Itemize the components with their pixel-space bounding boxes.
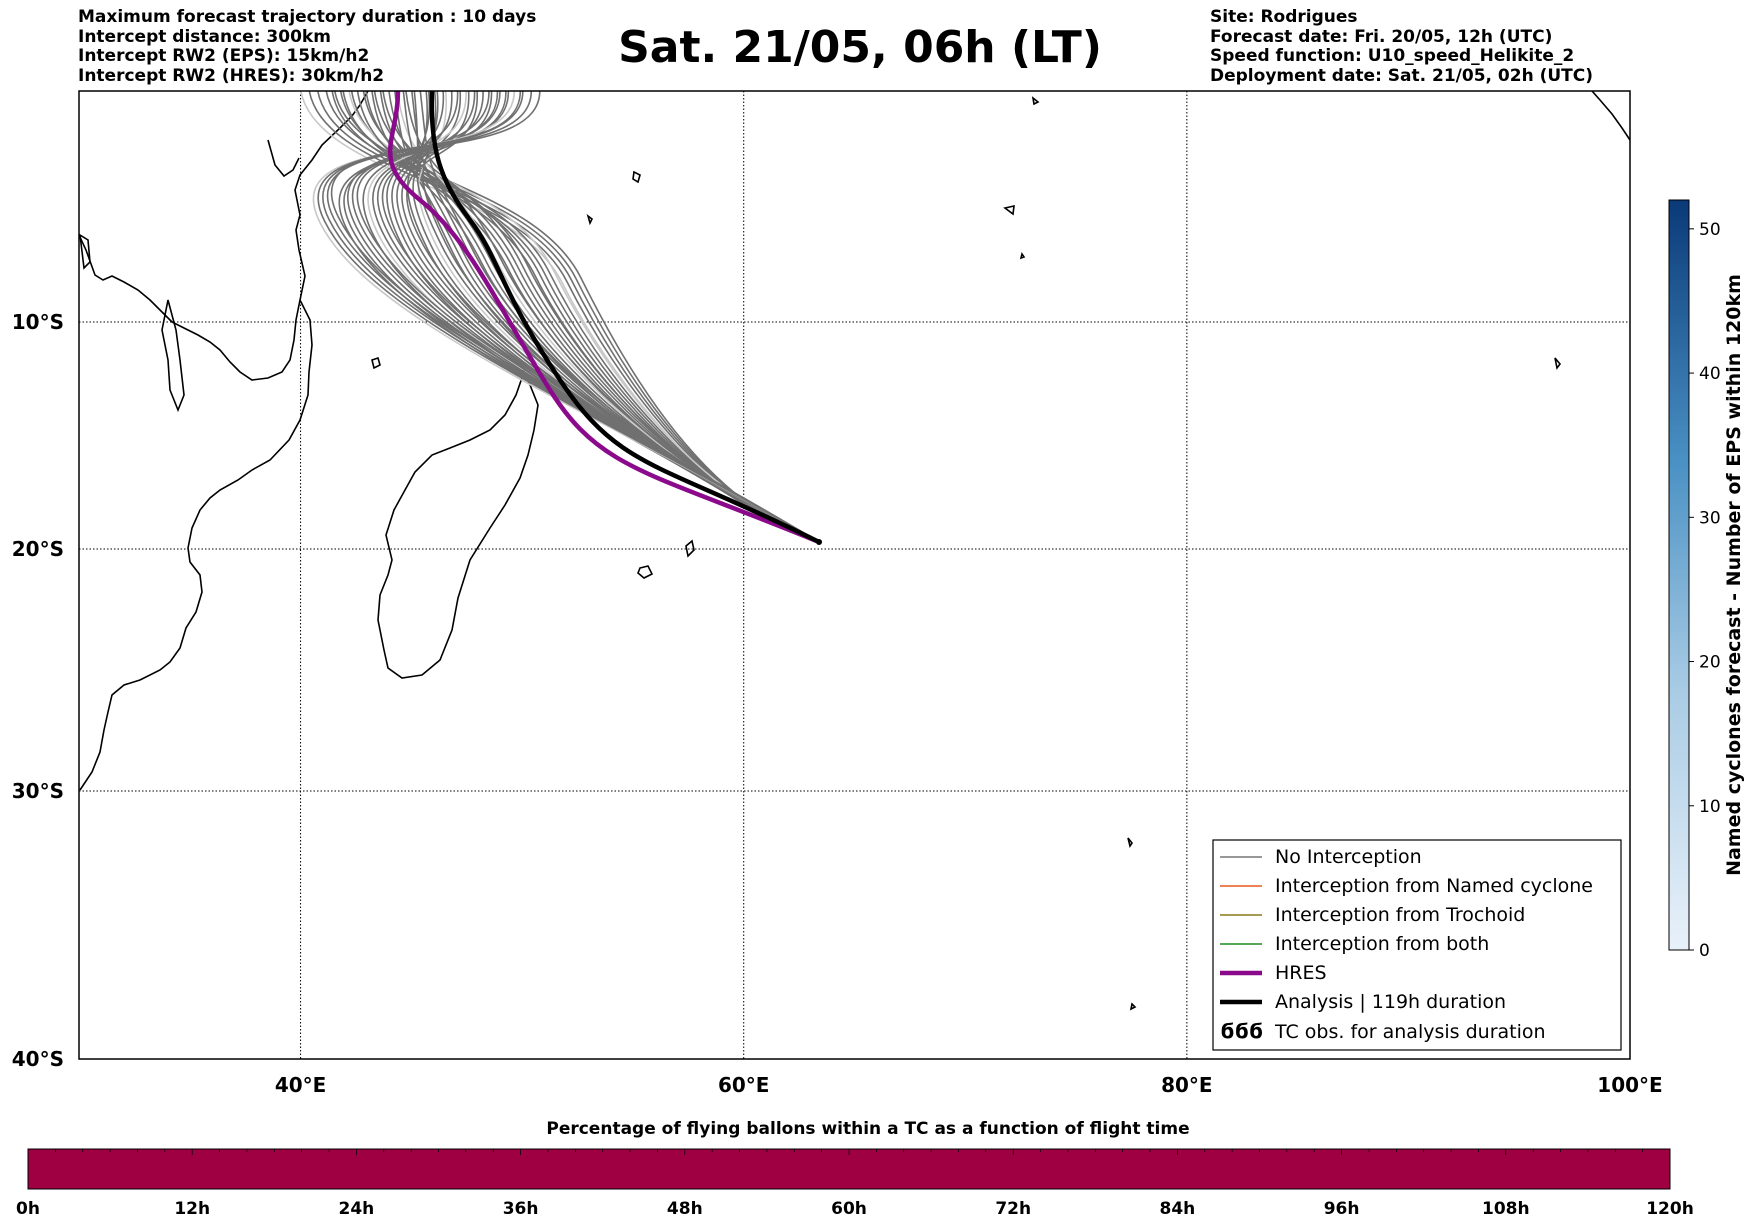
legend-item: Interception from both (1220, 933, 1489, 955)
mauritius-island (685, 539, 695, 558)
colorbar-tick-label: 0 (1699, 941, 1710, 961)
colorbar-label: Named cyclones forecast - Number of EPS … (1723, 274, 1745, 876)
lat-tick-label: 30°S (12, 779, 64, 803)
legend-label: Interception from both (1275, 933, 1489, 955)
header-left-info: Maximum forecast trajectory duration : 1… (78, 7, 537, 86)
flight-time-tick-label: 12h (174, 1199, 210, 1219)
graticule (79, 91, 1630, 1059)
colorbar-right: 0 10 20 30 40 50 Named cyclones forecast - Nu… (1668, 199, 1745, 961)
flight-time-tick-label: 96h (1324, 1199, 1360, 1219)
eps-trajectory (317, 91, 820, 543)
header-line: Site: Rodrigues (1210, 7, 1358, 27)
lake-coast (79, 233, 91, 270)
header-line: Intercept distance: 300km (78, 26, 331, 47)
colorbar-gradient (1668, 199, 1690, 951)
legend-item: No Interception (1220, 846, 1422, 868)
legend-item: HRES (1220, 962, 1327, 984)
island (1003, 204, 1026, 260)
legend: No Interception Interception from Named … (1212, 839, 1622, 1051)
colorbar-tick-label: 20 (1699, 653, 1721, 673)
comoros-island (371, 356, 381, 370)
flight-time-tick-label: 24h (339, 1199, 375, 1219)
lon-tick-label: 100°E (1597, 1073, 1662, 1097)
flight-time-tick-label: 48h (667, 1199, 703, 1219)
release-point-marker (816, 539, 823, 546)
legend-label: HRES (1275, 962, 1327, 984)
header-line: Forecast date: Fri. 20/05, 12h (UTC) (1210, 26, 1553, 47)
eps-trajectory (330, 91, 820, 543)
legend-label: Analysis | 119h duration (1275, 991, 1506, 1013)
seychelles-islands (586, 170, 641, 226)
legend-item: Interception from Trochoid (1220, 904, 1525, 926)
header-line: Speed function: U10_speed_Helikite_2 (1210, 46, 1575, 66)
cyclone-symbol-icon: ϭϭϭ (1220, 1019, 1263, 1043)
trajectories (300, 91, 823, 546)
flight-time-tick-label: 108h (1482, 1199, 1530, 1219)
header-line: Maximum forecast trajectory duration : 1… (78, 7, 537, 27)
flight-time-fill (27, 1148, 1671, 1190)
colorbar-tick-label: 40 (1699, 364, 1721, 384)
legend-label: TC obs. for analysis duration (1274, 1021, 1546, 1043)
madagascar-coastline (377, 369, 539, 679)
map-title: Sat. 21/05, 06h (LT) (618, 22, 1102, 73)
colorbar-tick-label: 50 (1699, 220, 1721, 240)
colorbar-tick-label: 30 (1699, 508, 1721, 528)
coastlines (79, 91, 1630, 1011)
axis-tick-labels: 40°E 60°E 80°E 100°E 10°S 20°S 30°S 40°S (12, 310, 1663, 1097)
flight-time-tick-label: 0h (16, 1199, 40, 1219)
legend-item: ϭϭϭ TC obs. for analysis duration (1220, 1019, 1546, 1043)
flight-time-tick-label: 60h (831, 1199, 867, 1219)
lon-tick-label: 60°E (718, 1073, 770, 1097)
eps-trajectory (322, 91, 820, 543)
legend-label: Interception from Trochoid (1275, 904, 1525, 926)
lat-tick-label: 20°S (12, 537, 64, 561)
legend-label: No Interception (1275, 846, 1422, 868)
lon-tick-label: 80°E (1161, 1073, 1213, 1097)
header-right-info: Site: Rodrigues Forecast date: Fri. 20/0… (1210, 7, 1594, 86)
lake-coast (161, 299, 185, 413)
flight-time-tick-label: 84h (1160, 1199, 1196, 1219)
flight-time-ticks: 0h 12h 24h 36h 48h 60h 72h 84h 96h 108h 120h (16, 1149, 1694, 1219)
lat-tick-label: 40°S (12, 1047, 64, 1071)
colorbar-tick-label: 10 (1699, 797, 1721, 817)
flight-time-tick-label: 36h (503, 1199, 539, 1219)
map-frame (78, 90, 1631, 1060)
legend-item: Analysis | 119h duration (1220, 991, 1506, 1013)
header-line: Intercept RW2 (EPS): 15km/h2 (78, 46, 370, 66)
lon-tick-label: 40°E (275, 1073, 327, 1097)
colorbar-ticks: 0 10 20 30 40 50 (1689, 220, 1721, 961)
island (1031, 96, 1040, 106)
eps-trajectory (340, 91, 820, 543)
legend-label: Interception from Named cyclone (1275, 875, 1593, 897)
legend-item: Interception from Named cyclone (1220, 875, 1593, 897)
hres-trajectory (387, 91, 820, 545)
flight-time-tick-label: 120h (1646, 1199, 1694, 1219)
reunion-island (637, 565, 654, 579)
island (1554, 357, 1562, 370)
flight-time-bar: Percentage of flying ballons within a TC… (16, 1119, 1694, 1219)
header-line: Deployment date: Sat. 21/05, 02h (UTC) (1210, 65, 1594, 86)
africa-coastline (79, 91, 369, 791)
analysis-trajectory (429, 91, 821, 545)
eps-trajectory (326, 91, 820, 543)
lat-tick-label: 10°S (12, 310, 64, 334)
header-line: Intercept RW2 (HRES): 30km/h2 (78, 65, 385, 86)
island (1127, 837, 1137, 1011)
flight-time-tick-label: 72h (995, 1199, 1031, 1219)
legend-box (1212, 839, 1622, 1051)
flight-time-bar-title: Percentage of flying ballons within a TC… (546, 1119, 1189, 1139)
sumatra-coast (1591, 91, 1630, 141)
